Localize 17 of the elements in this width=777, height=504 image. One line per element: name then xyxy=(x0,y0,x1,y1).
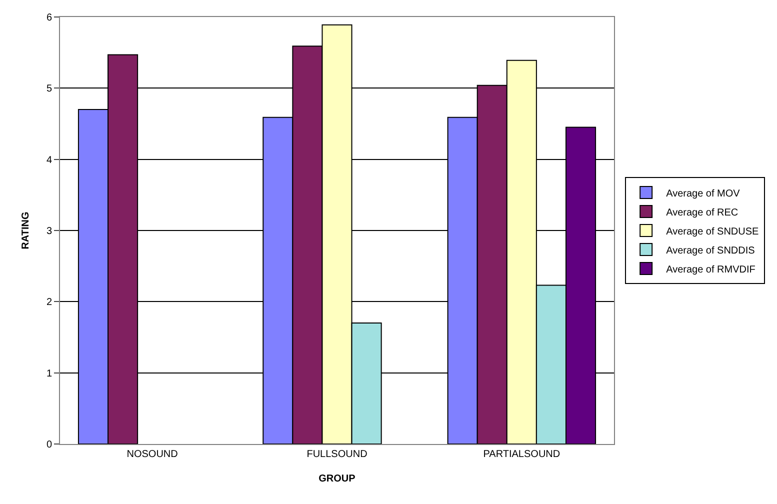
y-tick-label: 2 xyxy=(46,297,52,308)
y-tick-label: 1 xyxy=(46,368,52,380)
y-axis-title: RATING xyxy=(20,211,32,250)
x-tick-label: NOSOUND xyxy=(126,449,178,460)
y-tick-label: 4 xyxy=(46,154,52,166)
x-axis-title: GROUP xyxy=(318,474,356,484)
legend-label: Average of SNDUSE xyxy=(666,226,760,238)
y-tick-label: 6 xyxy=(46,12,52,24)
legend-label: Average of SNDDIS xyxy=(666,245,756,256)
y-tick-label: 0 xyxy=(46,440,52,450)
x-tick-label: FULLSOUND xyxy=(306,449,368,460)
x-tick-label: PARTIALSOUND xyxy=(483,449,560,460)
legend-label: Average of REC xyxy=(666,207,738,218)
legend-label: Average of RMVDIF xyxy=(666,264,756,276)
legend-label: Average of MOV xyxy=(666,188,740,200)
y-tick-label: 3 xyxy=(46,226,52,237)
y-tick-label: 5 xyxy=(46,84,52,95)
